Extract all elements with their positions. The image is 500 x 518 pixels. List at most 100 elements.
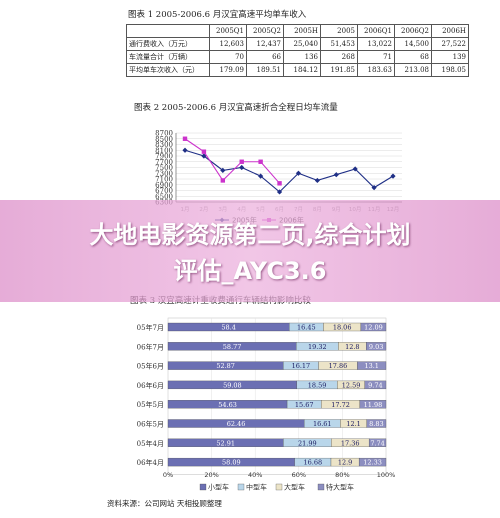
bar-segment [359, 400, 387, 409]
category-label: 06年7月 [137, 342, 164, 351]
x-tick-label: 0% [163, 471, 173, 479]
source-note: 资料来源：公司网站 天相投顾整理 [107, 499, 222, 508]
data-label: 52.87 [216, 362, 235, 370]
legend-label: 大型车 [284, 483, 305, 492]
y-tick-label: 7900 [155, 153, 173, 161]
table-row: 平均单车次收入（元） 179.09 189.51 184.12 191.85 1… [126, 63, 469, 77]
data-label: 62.46 [227, 420, 246, 428]
bar-segment [366, 342, 387, 351]
data-point [314, 177, 320, 184]
legend-swatch [199, 483, 207, 491]
data-point [295, 170, 302, 176]
data-point [220, 178, 226, 183]
data-label: 12.09 [364, 324, 383, 332]
table-cell: 139 [431, 50, 469, 64]
category-label: 05年4月 [137, 439, 164, 448]
category-label: 06年5月 [137, 420, 164, 429]
data-label: 16.68 [304, 459, 323, 467]
category-label: 05年6月 [137, 362, 164, 371]
data-label: 7.74 [370, 439, 384, 447]
data-point [276, 189, 283, 195]
plot-frame [167, 317, 387, 475]
x-tick-label: 40% [248, 471, 262, 479]
y-tick-label: 6900 [155, 181, 173, 189]
data-label: 17.36 [341, 439, 360, 447]
y-tick-label: 8700 [155, 130, 173, 138]
category-label: 05年7月 [137, 323, 164, 332]
legend-swatch [275, 483, 283, 491]
bar-segment [360, 322, 387, 332]
data-label: 13.1 [364, 362, 378, 370]
data-label: 59.08 [223, 382, 242, 390]
bar-segment [358, 457, 387, 467]
table-row: 车流量合计（万辆） 70 66 136 268 71 68 139 [126, 50, 469, 64]
data-label: 54.63 [218, 401, 237, 409]
data-label: 12.33 [363, 459, 382, 467]
data-label: 12.59 [342, 382, 361, 390]
series-line [184, 138, 280, 184]
data-label: 19.32 [308, 343, 327, 351]
banner-title-line1: 大地电影资源第二页,综合计划 [89, 221, 411, 249]
figure1-title: 图表 1 2005-2006.6 月汉宜高速平均单车收入 [128, 10, 307, 20]
bar-segment [357, 361, 387, 370]
data-point [258, 159, 263, 164]
y-tick-label: 8100 [155, 147, 173, 155]
data-point [390, 173, 396, 179]
legend-swatch [317, 483, 325, 491]
data-label: 18.59 [308, 382, 327, 390]
row-label: 平均单车次收入（元） [126, 63, 210, 77]
data-label: 58.4 [221, 324, 235, 332]
data-label: 12.1 [346, 420, 360, 428]
x-tick-label: 60% [292, 471, 306, 479]
data-point [239, 164, 245, 171]
data-point [333, 172, 339, 178]
legend-label: 特大型车 [326, 483, 354, 492]
table-cell: 183.63 [357, 63, 395, 77]
y-tick-label: 7300 [155, 170, 173, 178]
y-tick-label: 7700 [155, 158, 173, 166]
bar-segment [366, 419, 387, 428]
data-label: 18.06 [333, 324, 352, 332]
data-point [182, 147, 188, 153]
data-point [239, 159, 244, 164]
data-label: 12.8 [345, 343, 359, 351]
data-label: 16.45 [297, 324, 316, 332]
category-label: 06年6月 [137, 381, 164, 390]
data-label: 11.98 [364, 401, 383, 409]
y-tick-label: 7500 [155, 164, 173, 172]
data-label: 17.86 [329, 362, 348, 370]
data-point [201, 153, 207, 159]
bar-segment [368, 438, 387, 447]
legend-swatch [237, 483, 245, 491]
data-label: 58.09 [222, 459, 241, 467]
data-point [182, 136, 188, 141]
bar-segment [364, 380, 387, 390]
data-label: 8.83 [369, 420, 383, 428]
y-tick-label: 8500 [155, 135, 173, 143]
category-label: 05年5月 [137, 400, 164, 409]
data-label: 12.9 [338, 459, 352, 467]
data-label: 9.03 [369, 343, 383, 351]
banner-title-line2: 评估_AYC3.6 [173, 257, 327, 285]
table-cell: 191.85 [320, 63, 358, 77]
data-label: 9.74 [368, 382, 382, 390]
data-point [258, 173, 264, 179]
x-tick-label: 20% [204, 471, 218, 479]
data-label: 16.61 [313, 420, 332, 428]
data-point [201, 149, 207, 154]
data-label: 16.17 [292, 362, 311, 370]
data-point [220, 167, 226, 173]
x-tick-label: 80% [335, 471, 349, 479]
x-tick-label: 100% [377, 471, 396, 479]
y-tick-label: 6500 [155, 193, 173, 201]
data-point [352, 166, 358, 172]
y-tick-label: 6700 [155, 187, 173, 195]
data-label: 58.77 [223, 343, 242, 351]
data-point [277, 181, 282, 186]
y-tick-label: 8300 [155, 141, 173, 149]
figure1-table: 2005Q1 2005Q2 2005H 2005 2006Q1 2006Q2 2… [126, 24, 469, 77]
table-cell: 198.05 [431, 63, 469, 77]
table-header-row: 2005Q1 2005Q2 2005H 2005 2006Q1 2006Q2 2… [126, 24, 469, 38]
